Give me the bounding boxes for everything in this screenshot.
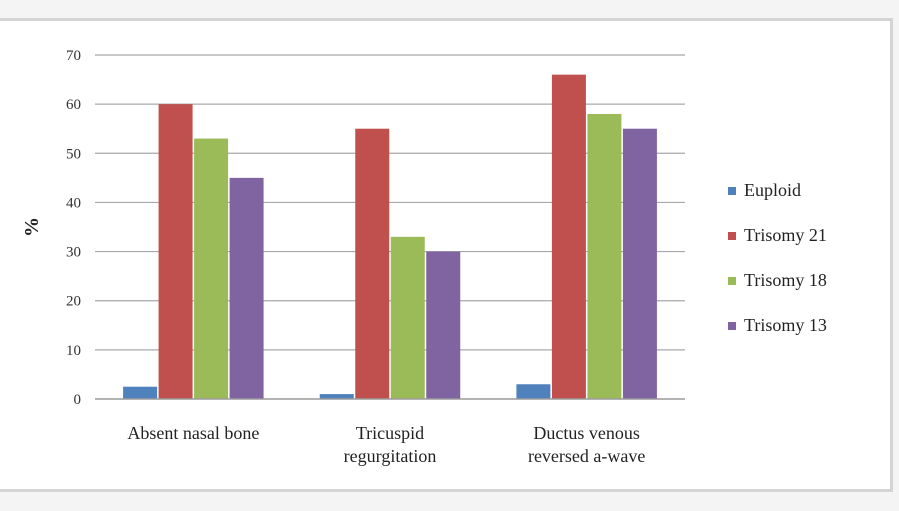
bar-euploid (123, 386, 158, 399)
y-tick-label: 30 (66, 245, 81, 261)
bar-trisomy-18 (587, 113, 622, 399)
category-label: Tricuspid (356, 423, 424, 443)
legend-label: Trisomy 18 (744, 270, 827, 290)
y-tick-label: 50 (66, 146, 81, 162)
y-tick-label: 70 (66, 48, 81, 64)
bar-trisomy-21 (551, 74, 586, 400)
bar-euploid (319, 394, 354, 399)
category-labels: Absent nasal bone Tricuspid regurgitation D… (127, 423, 645, 466)
bar-trisomy-13 (426, 251, 461, 399)
category-label: Ductus venous (533, 423, 640, 443)
category-label: Absent nasal bone (127, 423, 259, 443)
bar-trisomy-18 (390, 236, 425, 399)
bar-trisomy-13 (229, 177, 264, 399)
legend-label: Euploid (744, 180, 801, 200)
legend-swatch (728, 232, 736, 240)
bars (123, 74, 657, 400)
legend-swatch (728, 187, 736, 195)
category-label: regurgitation (344, 446, 437, 466)
y-axis-label: % (21, 217, 43, 237)
y-tick-label: 10 (66, 343, 81, 359)
legend-swatch (728, 322, 736, 330)
bar-trisomy-21 (355, 128, 390, 399)
bar-trisomy-21 (158, 104, 193, 400)
legend-label: Trisomy 21 (744, 225, 827, 245)
y-axis-ticks: 0 10 20 30 40 50 60 70 (66, 48, 81, 408)
legend-label: Trisomy 13 (744, 315, 827, 335)
y-tick-label: 60 (66, 97, 81, 113)
bar-trisomy-13 (622, 128, 657, 399)
legend-swatch (728, 277, 736, 285)
y-tick-label: 0 (74, 392, 82, 408)
category-label: reversed a-wave (528, 446, 645, 466)
y-tick-label: 20 (66, 294, 81, 310)
gridlines (95, 54, 685, 351)
bar-trisomy-18 (194, 138, 229, 400)
bar-euploid (516, 384, 551, 399)
y-tick-label: 40 (66, 195, 81, 211)
legend: Euploid Trisomy 21 Trisomy 18 Trisomy 13 (728, 180, 827, 335)
